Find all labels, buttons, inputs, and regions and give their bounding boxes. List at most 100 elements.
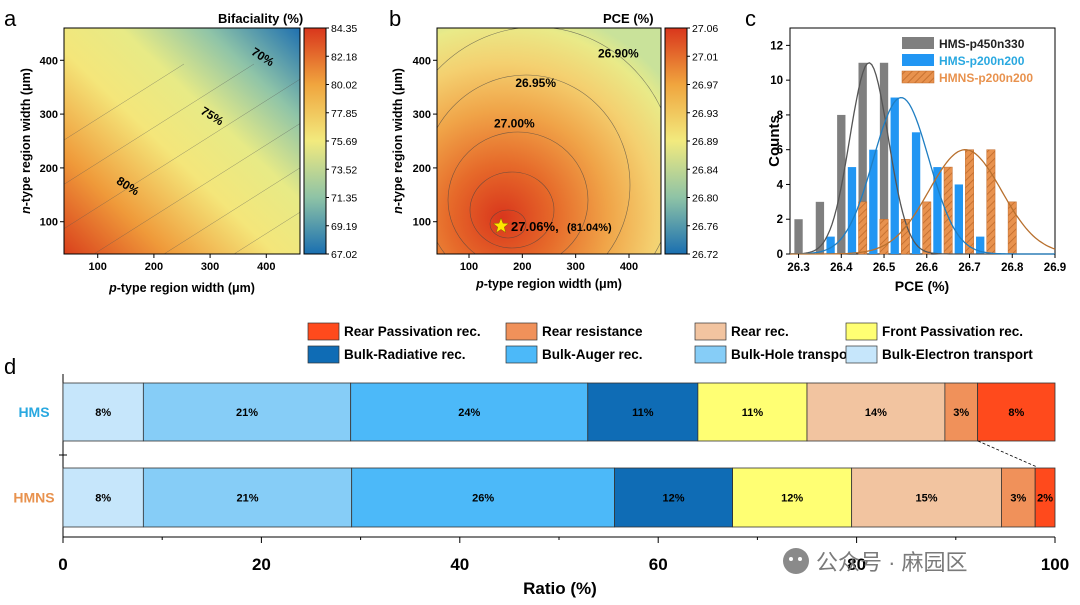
b-colorbar-tick-label: 27.06 <box>692 23 718 35</box>
panel-d-legend-label: Front Passivation rec. <box>882 324 1023 339</box>
a-xtick-label: 100 <box>89 261 107 273</box>
panel-c-fit-curve <box>790 149 1056 255</box>
panel-c-bar-HMNS-p200n200 <box>922 201 932 255</box>
a-colorbar-tick-label: 80.02 <box>331 80 357 92</box>
a-colorbar-tick-label: 71.35 <box>331 193 357 205</box>
panel-d-segment-label: 12% <box>781 493 803 505</box>
panel-c-xtick-label: 26.5 <box>873 262 896 274</box>
panel-c-ytick-label: 6 <box>777 145 783 157</box>
panel-d-legend-swatch <box>307 322 340 341</box>
b-contour-label: 27.00% <box>494 117 535 131</box>
panel-a-label: a <box>4 6 17 31</box>
panel-d-legend-swatch <box>845 322 878 341</box>
panel-d-segment-label: 14% <box>865 407 887 419</box>
panel-c-ytick-label: 8 <box>777 110 784 122</box>
panel-b-heatmap <box>436 27 662 255</box>
panel-d-segment-Front Passivation rec. <box>697 382 808 442</box>
b-colorbar-tick-label: 26.80 <box>692 193 718 205</box>
panel-d-legend-swatch <box>694 322 727 341</box>
panel-d-segment-label: 21% <box>236 493 258 505</box>
panel-d-segment-Bulk-Radiative rec. <box>587 382 699 442</box>
panel-d-legend-label: Rear resistance <box>542 324 643 339</box>
panel-c-ylabel: Counts <box>766 115 783 167</box>
panel-d-segment-label: 8% <box>95 493 111 505</box>
panel-a-ylabel: n-type region width (μm) <box>19 68 33 214</box>
panel-d-segment-Bulk-Auger rec. <box>351 467 615 528</box>
wechat-icon <box>783 548 809 574</box>
panel-c-fit-curve <box>790 96 1055 255</box>
b-ytick-label: 100 <box>413 217 431 229</box>
a-ytick-label: 100 <box>40 217 58 229</box>
panel-c-bar-HMNS-p200n200 <box>986 149 996 255</box>
panel-c-xtick-label: 26.9 <box>1044 262 1066 274</box>
panel-d-segment-label: 24% <box>458 407 480 419</box>
panel-c-ytick-label: 0 <box>777 249 783 261</box>
a-colorbar-tick-label: 82.18 <box>331 51 357 63</box>
panel-a-contour-line <box>64 78 300 229</box>
panel-d-xtick-label: 60 <box>649 555 668 574</box>
panel-c-legend-swatch <box>902 54 934 66</box>
panel-c-bar-HMS-p200n200 <box>826 236 835 254</box>
b-contour-label: 26.90% <box>598 47 639 61</box>
panel-d-category-label: HMS <box>18 404 49 420</box>
panel-a-heat-surface <box>64 28 300 254</box>
panel-b-ylabel: n-type region width (μm) <box>391 68 405 214</box>
panel-c-legend-label: HMNS-p200n200 <box>939 71 1033 85</box>
panel-b-contour-lines <box>437 28 661 254</box>
panel-d-xtick-label: 80 <box>847 555 866 574</box>
a-xtick-label: 400 <box>257 261 275 273</box>
a-colorbar-tick-label: 73.52 <box>331 164 357 176</box>
panel-d-legend-label: Rear rec. <box>731 324 789 339</box>
panel-c-xtick-label: 26.7 <box>958 262 980 274</box>
panel-a-xlabel: p-type region width (μm) <box>108 281 255 295</box>
a-colorbar-tick-label: 67.02 <box>331 249 357 261</box>
b-colorbar-tick-label: 27.01 <box>692 51 718 63</box>
panel-a-contour-line <box>64 63 255 185</box>
panel-c-bar-HMS-p200n200 <box>847 167 857 254</box>
b-ytick-label: 400 <box>413 55 431 67</box>
panel-d-segment-Bulk-Auger rec. <box>350 382 589 442</box>
panel-c-bar-HMS-p450n330 <box>815 201 825 254</box>
a-colorbar-tick-label: 69.19 <box>331 221 357 233</box>
panel-d-legend-swatch <box>505 322 538 341</box>
panel-d-segment-Rear resistance <box>1001 467 1036 528</box>
panel-a-contour-line <box>163 167 300 254</box>
panel-c-legend-swatch <box>901 70 935 84</box>
panel-d-segment-label: 26% <box>472 493 494 505</box>
b-xtick-label: 200 <box>513 261 531 273</box>
panel-b-optimum-star <box>492 217 510 234</box>
panel-c-bar-HMNS-p200n200 <box>965 149 974 255</box>
panel-d-segment-label: 21% <box>236 407 258 419</box>
panel-a-contour-line <box>64 63 185 141</box>
panel-a-title: Bifaciality (%) <box>218 11 303 26</box>
panel-c-bar-HMS-p200n200 <box>933 167 942 254</box>
panel-d-segment-Bulk-Hole transport <box>142 382 352 442</box>
panel-c-bar-HMS-p200n200 <box>976 236 985 254</box>
panel-d-legend-swatch <box>307 345 340 364</box>
panel-c-legend-label: HMS-p450n330 <box>939 37 1025 51</box>
panel-c-xtick-label: 26.4 <box>830 262 853 274</box>
b-colorbar-tick-label: 26.76 <box>692 221 718 233</box>
b-ytick-label: 200 <box>413 163 431 175</box>
panel-d-xtick-label: 40 <box>450 555 469 574</box>
panel-c-bar-HMS-p450n330 <box>879 62 889 255</box>
panel-d-segment-Rear rec. <box>851 467 1002 528</box>
a-ytick-label: 300 <box>40 109 58 121</box>
panel-d-segment-Rear rec. <box>806 382 946 442</box>
panel-d-segment-label: 8% <box>1008 407 1024 419</box>
panel-b-optimum-sublabel: (81.04%) <box>567 222 612 234</box>
panel-b-xlabel: p-type region width (μm) <box>475 277 622 291</box>
panel-d-segment-label: 3% <box>953 407 969 419</box>
panel-c-bar-HMS-p450n330 <box>858 62 867 255</box>
panel-d-category-label: HMNS <box>13 490 54 506</box>
panel-d-xtick-label: 20 <box>252 555 271 574</box>
b-xtick-label: 100 <box>460 261 478 273</box>
panel-a-colorbar <box>303 27 327 255</box>
b-ytick-label: 300 <box>413 109 431 121</box>
a-colorbar-tick-label: 84.35 <box>331 23 357 35</box>
panel-d-legend-label: Bulk-Electron transport <box>882 347 1033 362</box>
panel-d-segment-label: 12% <box>663 493 685 505</box>
panel-d-segment-Rear Passivation rec. <box>977 382 1056 442</box>
panel-d-segment-Bulk-Electron transport <box>62 467 144 528</box>
